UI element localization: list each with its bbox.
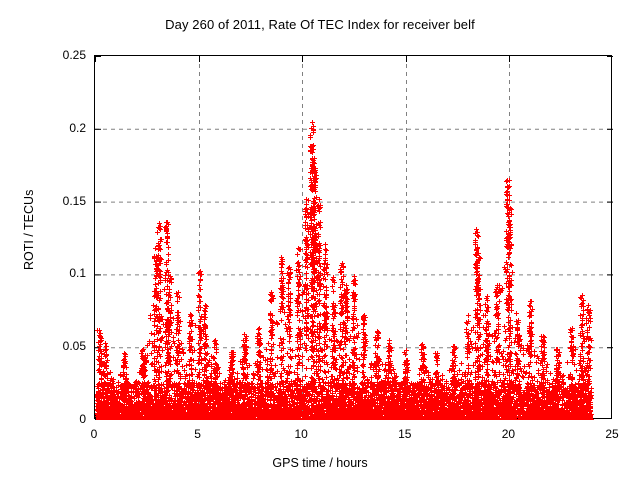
y-tick-label: 0.05 — [62, 339, 86, 354]
x-tick-label: 10 — [294, 427, 308, 441]
x-tick-label: 25 — [605, 427, 619, 441]
y-tick-label: 0 — [79, 412, 86, 426]
scatter-series-roti — [95, 119, 595, 420]
chart-title: Day 260 of 2011, Rate Of TEC Index for r… — [165, 17, 475, 32]
x-tick-label: 5 — [194, 427, 201, 441]
y-tick-label: 0.15 — [62, 193, 86, 208]
x-axis-title: GPS time / hours — [272, 456, 368, 470]
y-tick-label: 0.25 — [62, 48, 86, 62]
y-tick-label: 0.2 — [69, 120, 86, 135]
x-tick-label: 20 — [501, 427, 516, 441]
x-tick-label: 15 — [398, 427, 412, 441]
y-axis-title: ROTI / TECUs — [22, 189, 36, 270]
plot-frame — [94, 55, 613, 420]
y-tick-label: 0.1 — [69, 266, 86, 281]
x-tick-label: 0 — [90, 427, 98, 441]
data-point-markers — [95, 119, 595, 420]
